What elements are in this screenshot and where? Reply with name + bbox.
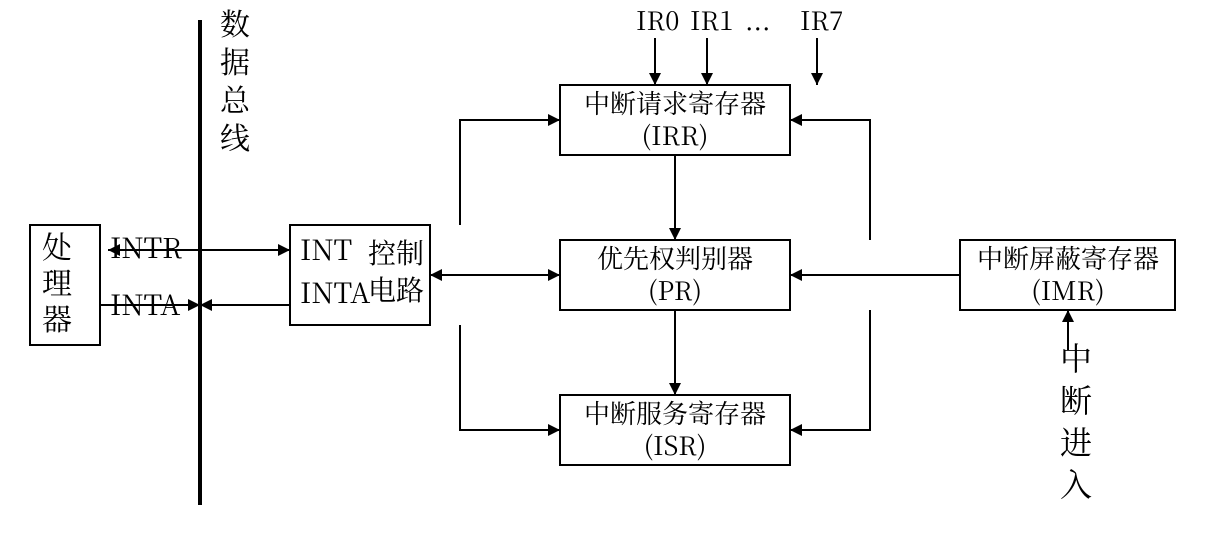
int2-label: INT [300, 229, 352, 269]
pr-l2-label: (PR) [648, 271, 702, 308]
ctrl-to-isr [460, 325, 560, 430]
inta2-label: INTA [300, 272, 370, 312]
ctrl-l2-label: 电路 [368, 269, 424, 309]
irr-l2-label: (IRR) [642, 116, 709, 153]
ctrl-l1-label: 控制 [368, 232, 424, 272]
intr-label: INTR [110, 227, 182, 267]
isr-l2-label: (ISR) [644, 426, 707, 463]
cpu-label: 器 [42, 295, 72, 339]
imr-l2-label: (IMR) [1031, 271, 1104, 308]
interrupt-in-label: 进 [1060, 418, 1092, 464]
interrupt-in-label: 断 [1060, 376, 1092, 422]
ir1-label: IR1 [690, 1, 733, 38]
ctrl-to-irr [460, 120, 560, 225]
imr-to-irr [790, 120, 870, 240]
dot-label: ... [745, 1, 771, 38]
imr-to-isr [790, 310, 870, 430]
interrupt-in-label: 中 [1060, 334, 1092, 380]
ir7-label: IR7 [800, 1, 843, 38]
interrupt-in-label: 入 [1060, 460, 1092, 506]
data-bus-label: 线 [220, 114, 250, 158]
ir0-label: IR0 [636, 1, 679, 38]
inta-label: INTA [110, 284, 180, 324]
